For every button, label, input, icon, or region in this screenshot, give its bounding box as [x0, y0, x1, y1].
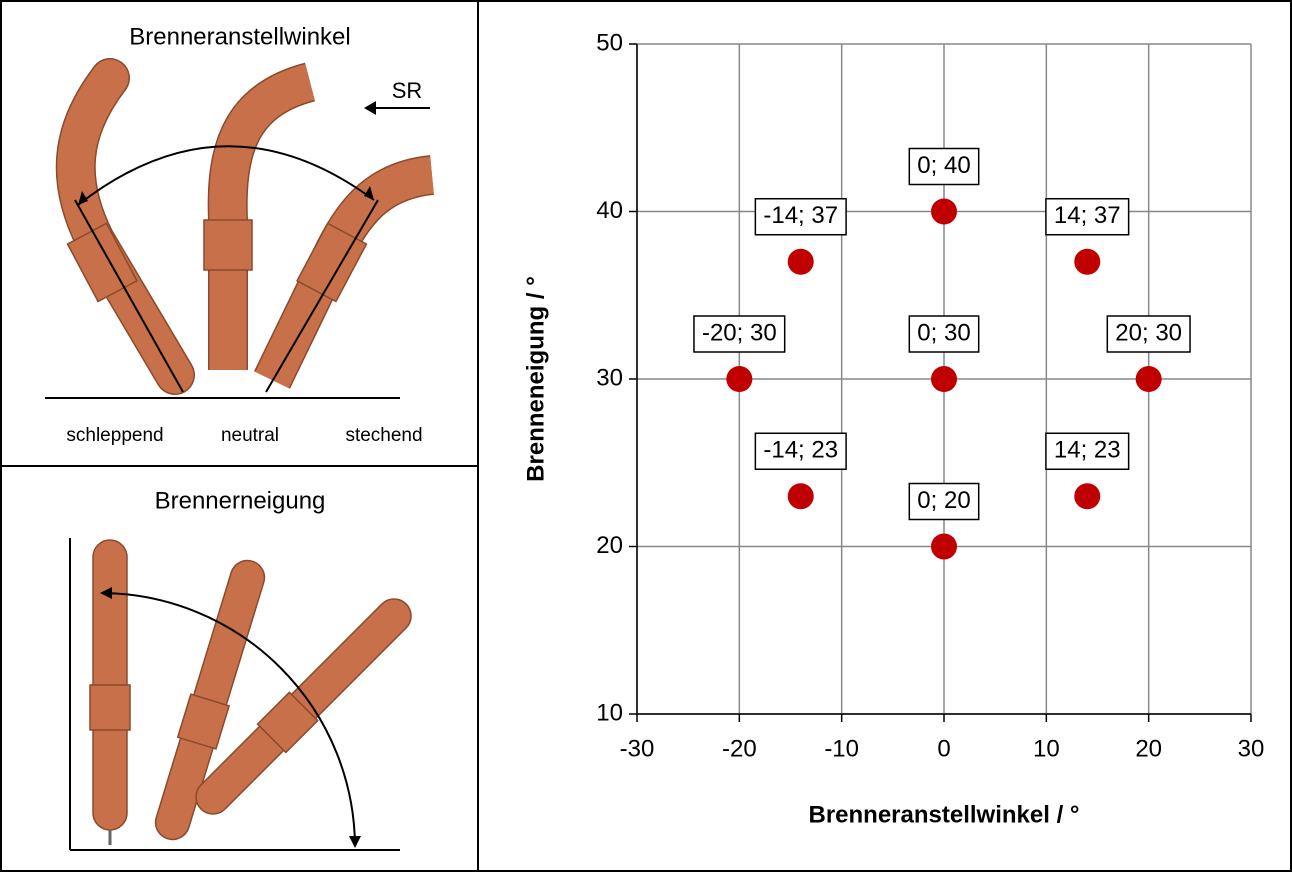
x-tick-label: -10: [824, 735, 859, 762]
data-label-box: [908, 147, 980, 186]
data-label: 0; 30: [917, 319, 970, 346]
data-label: -14; 37: [763, 202, 838, 229]
data-label: 20; 30: [1115, 319, 1182, 346]
data-label-box: [754, 198, 847, 236]
x-tick-label: 20: [1135, 735, 1162, 762]
point: [931, 533, 957, 560]
data-label: -14; 23: [763, 437, 838, 464]
data-label-box: [1045, 432, 1130, 470]
data-label-box: [693, 315, 786, 353]
data-label: 0; 40: [917, 152, 970, 179]
direction-label: SR: [392, 78, 423, 103]
data-label-box: [1106, 315, 1191, 353]
point: [787, 483, 814, 510]
torch-tilt-diagram: [69, 538, 412, 851]
y-tick-label: 50: [596, 29, 623, 56]
point: [726, 366, 753, 392]
y-tick-label: 20: [596, 532, 623, 559]
torch-angle-diagram: [45, 58, 435, 399]
data-label-box: [754, 432, 847, 470]
position-label: stechend: [345, 425, 422, 446]
x-tick-label: -30: [620, 735, 655, 762]
point: [787, 248, 814, 275]
position-label: schleppend: [66, 425, 163, 446]
data-label: -20; 30: [702, 319, 777, 346]
data-label: 14; 23: [1054, 437, 1121, 464]
y-axis-label: Brenneneigung / °: [522, 276, 549, 482]
data-label: 14; 37: [1054, 202, 1121, 229]
data-label: 0; 20: [917, 487, 970, 514]
x-tick-label: 30: [1238, 735, 1265, 762]
point: [1074, 483, 1101, 510]
y-tick-label: 10: [596, 699, 623, 726]
diagram-title: Brennerneigung: [155, 487, 326, 514]
data-label-box: [908, 315, 980, 353]
x-axis-label: Brenneranstellwinkel / °: [808, 801, 1079, 828]
x-tick-label: 10: [1033, 735, 1060, 762]
point: [931, 366, 957, 392]
y-tick-label: 30: [596, 364, 623, 391]
point: [931, 198, 957, 225]
x-tick-label: -20: [722, 735, 757, 762]
data-label-box: [908, 482, 980, 521]
point: [1135, 366, 1162, 392]
y-tick-label: 40: [596, 197, 623, 224]
diagram-title: Brenneranstellwinkel: [129, 23, 350, 50]
point: [1074, 248, 1101, 275]
x-tick-label: 0: [937, 735, 950, 762]
position-label: neutral: [221, 425, 279, 446]
data-label-box: [1045, 198, 1130, 236]
